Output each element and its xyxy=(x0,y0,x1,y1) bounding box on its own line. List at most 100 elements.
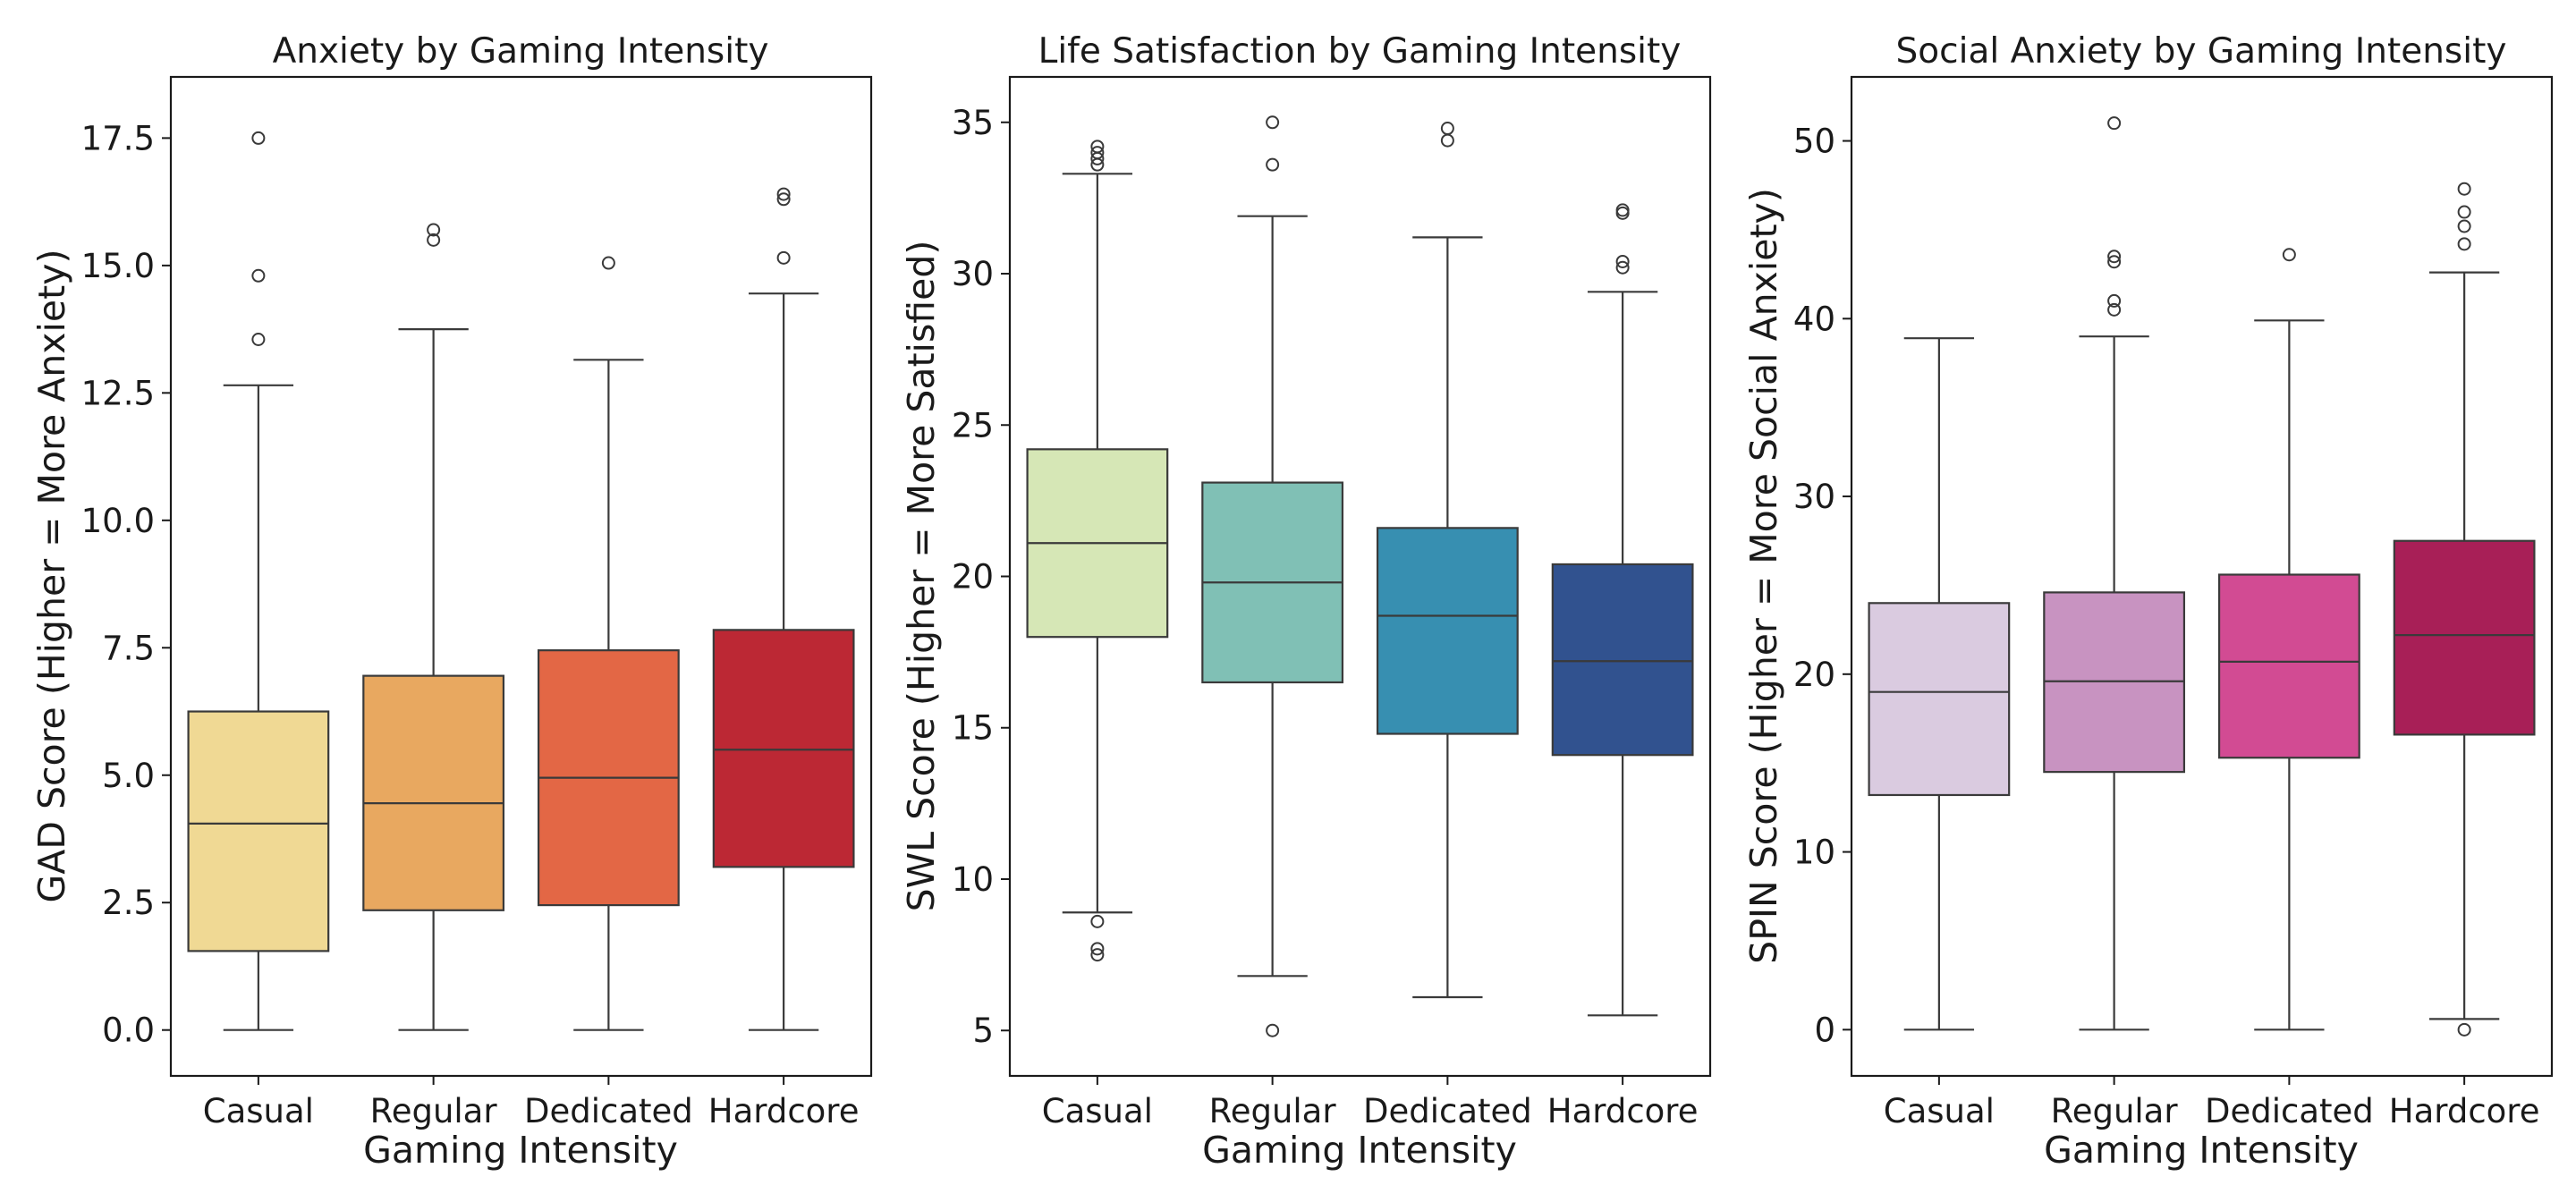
outlier-point xyxy=(1440,122,1454,136)
y-tick-label: 10 xyxy=(952,860,994,899)
box-hardcore xyxy=(712,187,855,1031)
x-tick-label: Dedicated xyxy=(1363,1092,1532,1130)
x-tick-label: Casual xyxy=(1884,1092,1995,1130)
plot-frame xyxy=(169,75,873,1078)
box-casual xyxy=(187,131,330,1031)
outlier-point xyxy=(2457,219,2471,233)
x-axis-label: Gaming Intensity xyxy=(2044,1129,2359,1172)
outlier-point xyxy=(1090,914,1105,928)
plot-frame xyxy=(1008,75,1712,1078)
y-tick-label: 10.0 xyxy=(81,502,155,540)
outlier-point xyxy=(2457,1022,2471,1037)
outlier-point xyxy=(2107,302,2122,317)
outlier-point xyxy=(2457,205,2471,219)
x-axis-label: Gaming Intensity xyxy=(363,1129,678,1172)
outlier-point xyxy=(427,223,441,237)
y-tick-label: 50 xyxy=(1793,123,1835,161)
iqr-box xyxy=(1551,563,1694,757)
y-tick-label: 17.5 xyxy=(81,119,155,157)
y-axis-label: SWL Score (Higher = More Satisfied) xyxy=(900,241,943,912)
outlier-point xyxy=(251,131,266,145)
iqr-box xyxy=(187,710,330,952)
box-regular xyxy=(1201,115,1344,1037)
outlier-point xyxy=(776,250,791,265)
y-tick-label: 5.0 xyxy=(102,757,155,795)
box-dedicated xyxy=(2217,248,2360,1031)
x-tick-label: Dedicated xyxy=(2205,1092,2374,1130)
plot-area: 0.0 2.5 5.0 7.5 10.0 12.5 15.0 17.5 Casual Regula… xyxy=(81,75,873,1130)
y-tick-label: 5 xyxy=(972,1012,994,1050)
plot-frame xyxy=(1850,75,2554,1078)
y-tick-label: 20 xyxy=(952,558,994,597)
box-hardcore xyxy=(1551,203,1694,1017)
panel-title: Social Anxiety by Gaming Intensity xyxy=(1896,31,2507,72)
x-tick-label: Regular xyxy=(370,1092,498,1130)
outlier-point xyxy=(427,233,441,247)
box-dedicated xyxy=(1376,122,1519,999)
box-hardcore xyxy=(2393,182,2536,1037)
y-tick-label: 25 xyxy=(952,406,994,444)
y-tick-label: 40 xyxy=(1793,300,1835,338)
iqr-box xyxy=(2217,573,2360,759)
y-tick-label: 35 xyxy=(952,104,994,142)
y-axis-label: GAD Score (Higher = More Anxiety) xyxy=(30,250,73,903)
outlier-point xyxy=(776,192,791,207)
iqr-box xyxy=(712,629,855,868)
x-tick-label: Regular xyxy=(2051,1092,2179,1130)
y-tick-label: 15.0 xyxy=(81,247,155,285)
outlier-point xyxy=(601,256,615,270)
box-casual xyxy=(1026,140,1169,962)
panel-title: Life Satisfaction by Gaming Intensity xyxy=(1038,31,1682,72)
outlier-point xyxy=(1615,203,1630,217)
outlier-point xyxy=(1615,260,1630,275)
x-tick-label: Hardcore xyxy=(1547,1092,1699,1130)
outlier-point xyxy=(776,187,791,201)
outlier-point xyxy=(2282,248,2296,262)
outlier-point xyxy=(2107,250,2122,264)
outlier-point xyxy=(1090,140,1105,154)
y-tick-label: 7.5 xyxy=(102,629,155,667)
plot-area: 0 10 20 30 40 50 Casual Regular Dedicated Hardcor… xyxy=(1793,75,2554,1130)
outlier-point xyxy=(1090,942,1105,956)
y-tick-label: 10 xyxy=(1793,834,1835,872)
iqr-box xyxy=(1376,527,1519,735)
x-tick-label: Casual xyxy=(203,1092,314,1130)
box-regular xyxy=(362,223,505,1031)
iqr-box xyxy=(1868,602,2011,797)
chart-panel-social-anxiety: Social Anxiety by Gaming Intensity Gamin… xyxy=(1742,31,2554,1172)
panel-title: Anxiety by Gaming Intensity xyxy=(273,31,769,72)
box-dedicated xyxy=(537,256,680,1031)
y-tick-label: 12.5 xyxy=(81,374,155,412)
outlier-point xyxy=(1090,146,1105,160)
plot-area: 5 10 15 20 25 30 35 Casual Regular Dedicated Hardc… xyxy=(952,75,1712,1130)
outlier-point xyxy=(2457,182,2471,196)
x-tick-label: Hardcore xyxy=(708,1092,860,1130)
y-axis-label: SPIN Score (Higher = More Social Anxiety… xyxy=(1742,188,1785,964)
outlier-point xyxy=(2457,237,2471,251)
chart-panel-life-satisfaction: Life Satisfaction by Gaming Intensity Ga… xyxy=(900,31,1712,1172)
x-axis-label: Gaming Intensity xyxy=(1202,1129,1517,1172)
outlier-point xyxy=(1090,948,1105,962)
box-casual xyxy=(1868,337,2011,1031)
y-tick-label: 30 xyxy=(1793,478,1835,516)
iqr-box xyxy=(2393,539,2536,736)
chart-panel-anxiety: Anxiety by Gaming Intensity Gaming Inten… xyxy=(30,31,873,1172)
outlier-point xyxy=(1266,157,1280,172)
x-tick-label: Dedicated xyxy=(524,1092,693,1130)
y-tick-label: 30 xyxy=(952,255,994,293)
y-tick-label: 2.5 xyxy=(102,884,155,922)
outlier-point xyxy=(251,268,266,283)
box-regular xyxy=(2043,116,2186,1031)
outlier-point xyxy=(2107,255,2122,269)
y-tick-label: 15 xyxy=(952,709,994,748)
y-tick-label: 20 xyxy=(1793,656,1835,694)
outlier-point xyxy=(1615,254,1630,268)
x-tick-label: Regular xyxy=(1209,1092,1337,1130)
x-tick-label: Hardcore xyxy=(2389,1092,2540,1130)
y-tick-label: 0.0 xyxy=(102,1012,155,1050)
outlier-point xyxy=(251,332,266,346)
outlier-point xyxy=(1266,1023,1280,1037)
outlier-point xyxy=(2107,293,2122,308)
outlier-point xyxy=(2107,116,2122,131)
